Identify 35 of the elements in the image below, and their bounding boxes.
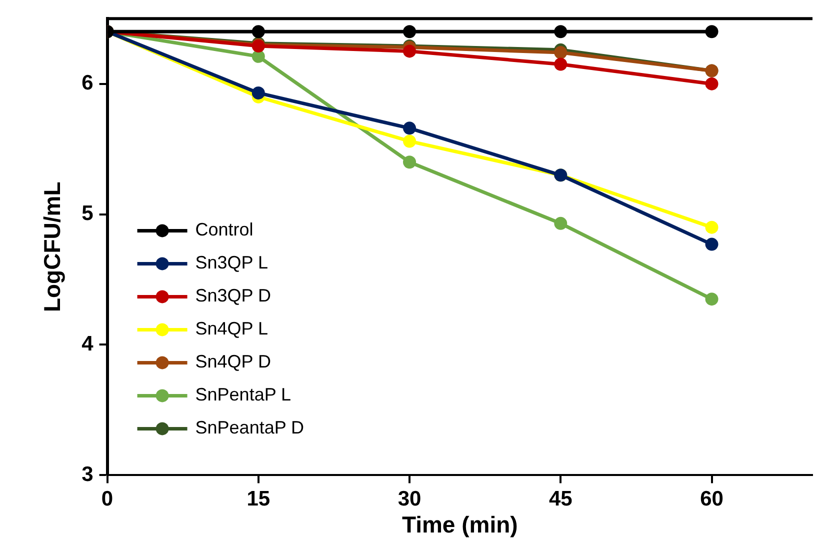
x-tick-label: 30 <box>398 488 422 511</box>
point <box>403 134 416 148</box>
x-tick-label: 15 <box>246 488 270 511</box>
y-tick-label: 3 <box>82 462 94 486</box>
x-tick-label: 45 <box>548 488 573 511</box>
y-tick-label: 6 <box>82 72 94 95</box>
y-tick-label: 5 <box>82 202 94 226</box>
y-axis-title: LogCFU/mL <box>39 182 66 312</box>
point <box>252 25 265 38</box>
point <box>554 25 568 38</box>
point <box>705 77 718 90</box>
x-axis-title: Time (min) <box>402 512 518 538</box>
point <box>403 156 416 169</box>
point <box>554 216 568 230</box>
legend-label: SnPentaP L <box>195 384 292 405</box>
legend-label: Sn3QP L <box>195 252 268 273</box>
x-tick-label: 0 <box>101 488 114 511</box>
y-tick-label: 4 <box>82 332 94 356</box>
legend-label: Sn4QP D <box>195 352 271 372</box>
legend-label: Sn4QP L <box>195 318 268 339</box>
point <box>252 86 265 100</box>
point <box>252 50 265 63</box>
point <box>705 238 718 251</box>
point <box>705 292 718 306</box>
point <box>554 58 568 71</box>
legend-label: SnPeantaP D <box>195 418 304 438</box>
x-tick-label: 60 <box>700 488 724 511</box>
point <box>403 25 416 38</box>
point <box>403 44 416 58</box>
point <box>403 122 416 135</box>
point <box>554 46 568 60</box>
legend-label: Sn3QP D <box>195 286 271 306</box>
legend-label: Control <box>195 220 254 240</box>
point <box>705 220 718 234</box>
point <box>705 25 718 38</box>
